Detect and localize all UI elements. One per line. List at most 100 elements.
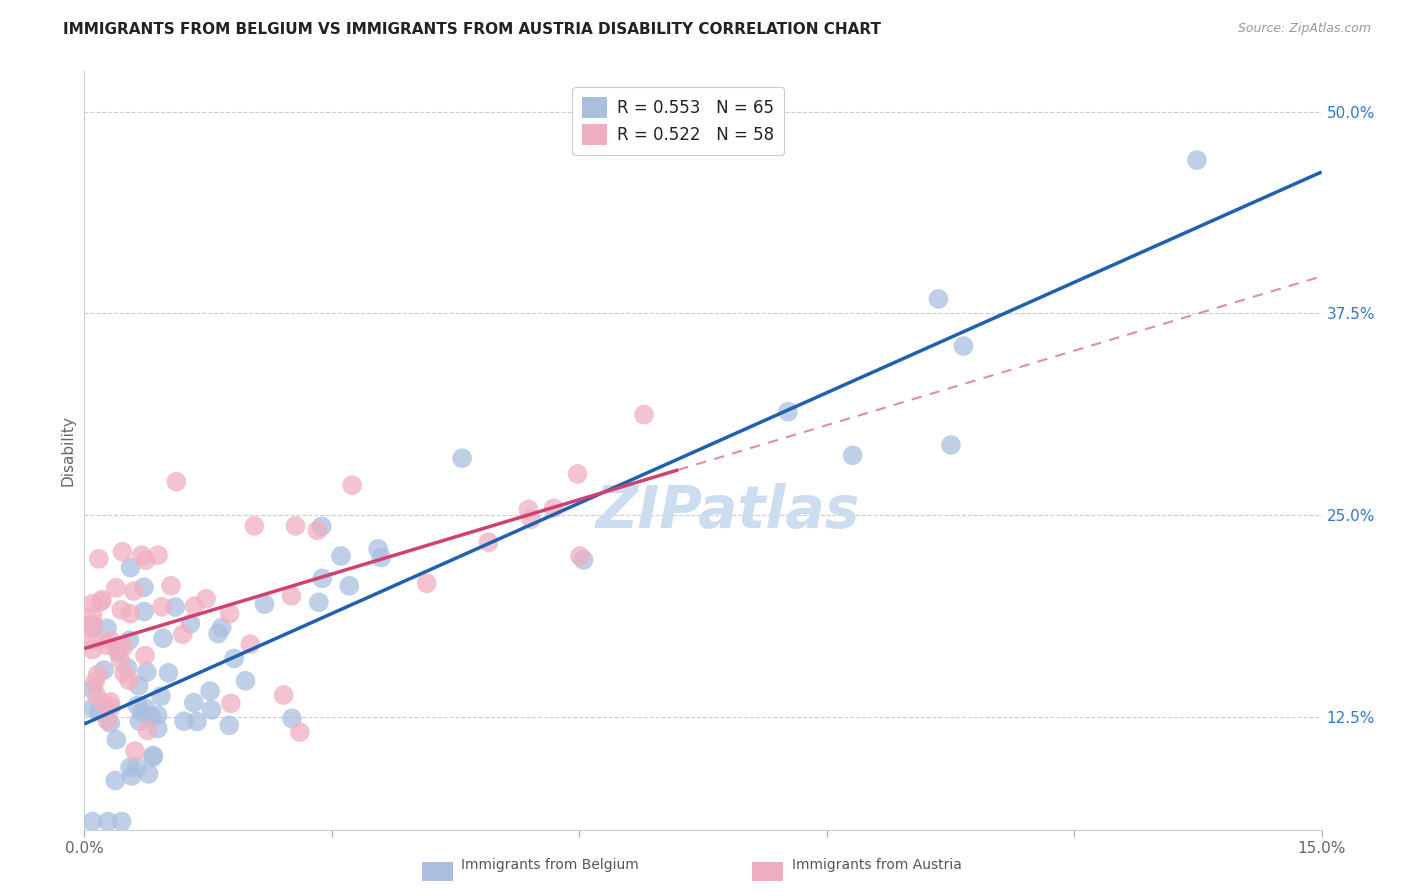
Point [183,696,205,710]
Text: Source: ZipAtlas.com: Source: ZipAtlas.com [1237,22,1371,36]
Point [84,688,107,702]
Point [83,632,105,647]
Point [82,642,104,657]
Point [157,665,180,680]
Point [84,674,107,689]
Point [131,706,153,720]
Point [311,571,333,585]
Point [90,595,112,609]
Point [186,714,208,729]
Point [281,711,304,725]
Point [97,814,120,829]
Point [107,645,129,659]
Point [311,519,333,533]
Point [121,769,143,783]
Point [96,713,118,727]
Point [87,551,110,566]
Point [136,723,159,738]
Point [173,714,195,729]
Point [82,616,104,631]
Point [128,679,150,693]
Point [239,637,262,651]
Point [183,599,205,614]
Point [165,600,187,615]
Point [152,631,174,645]
Point [165,475,187,489]
Point [146,708,169,723]
Point [939,438,962,452]
Point [91,592,114,607]
Point [124,744,146,758]
Point [776,405,799,419]
Point [120,607,142,621]
Point [82,681,104,696]
Point [243,519,266,533]
Point [284,519,307,533]
Point [219,696,242,710]
Point [224,651,246,665]
Point [110,603,132,617]
Point [195,591,218,606]
Point [135,553,157,567]
Point [82,597,104,611]
Point [82,622,104,636]
Text: Immigrants from Austria: Immigrants from Austria [792,858,962,872]
Point [132,605,155,619]
Point [82,814,104,829]
Point [100,633,122,648]
Point [340,478,363,492]
Point [150,599,173,614]
Point [568,549,591,563]
Point [160,579,183,593]
Point [112,640,135,654]
Point [211,620,233,634]
Point [280,589,302,603]
Point [520,512,543,526]
Point [451,451,474,466]
Point [253,597,276,611]
Point [633,408,655,422]
Point [142,750,165,764]
Point [142,748,165,763]
Point [235,673,257,688]
Point [104,581,127,595]
Point [118,673,141,688]
Point [927,292,949,306]
Point [149,689,172,703]
Point [517,502,540,516]
Point [96,638,118,652]
Point [87,704,110,718]
Point [110,653,132,667]
Point [308,595,330,609]
Point [138,767,160,781]
Point [572,553,595,567]
Point [112,666,135,681]
Point [288,725,311,739]
Point [82,608,104,623]
Point [172,627,194,641]
Point [207,626,229,640]
Point [134,701,156,715]
Point [200,703,222,717]
Point [367,541,389,556]
Point [307,524,329,538]
Point [104,773,127,788]
Point [135,665,157,679]
Point [93,663,115,677]
Point [111,814,134,829]
Point [179,616,201,631]
Point [273,688,295,702]
Legend: R = 0.553   N = 65, R = 0.522   N = 58: R = 0.553 N = 65, R = 0.522 N = 58 [572,87,785,154]
Point [198,684,221,698]
Point [567,467,589,481]
Point [100,695,122,709]
Point [132,580,155,594]
Point [543,501,565,516]
Point [93,697,115,711]
Text: Immigrants from Belgium: Immigrants from Belgium [461,858,638,872]
Text: ZIPatlas: ZIPatlas [596,483,860,540]
Point [98,716,121,731]
Point [141,709,163,723]
Point [122,584,145,599]
Point [127,698,149,713]
